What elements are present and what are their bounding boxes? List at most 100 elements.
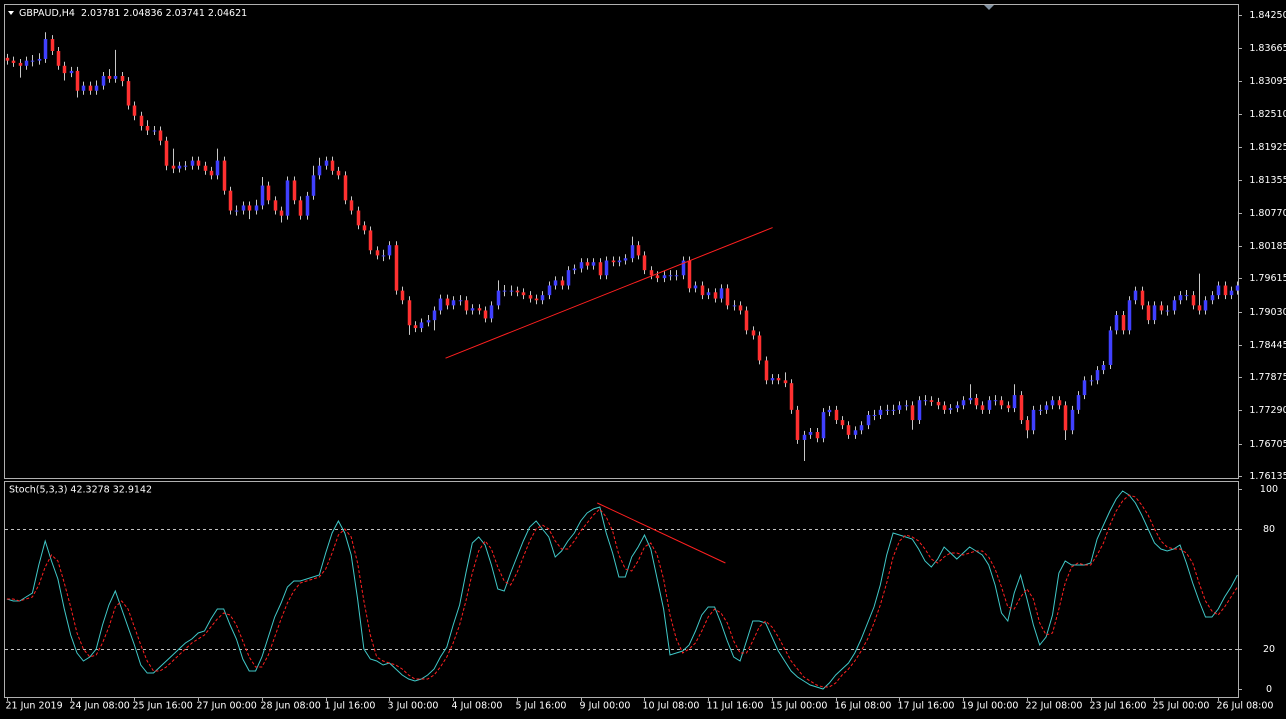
candle-body bbox=[1159, 305, 1164, 311]
candle-body bbox=[668, 275, 673, 277]
stoch-line bbox=[6, 494, 1238, 688]
candle-body bbox=[254, 205, 259, 211]
candle-body bbox=[183, 165, 188, 167]
x-tick-label: 16 Jul 08:00 bbox=[835, 701, 892, 712]
candle-body bbox=[738, 305, 743, 311]
candle-body bbox=[132, 105, 137, 116]
x-tick-label: 17 Jul 16:00 bbox=[898, 701, 955, 712]
candle-body bbox=[368, 230, 373, 251]
candle-body bbox=[719, 288, 724, 299]
x-tick-label: 4 Jul 08:00 bbox=[452, 701, 503, 712]
candle-body bbox=[834, 409, 839, 421]
x-tick-label: 21 Jun 2019 bbox=[6, 701, 63, 712]
candle-body bbox=[1133, 290, 1138, 301]
candle-body bbox=[260, 185, 265, 206]
candle-body bbox=[305, 195, 310, 216]
candle-body bbox=[394, 245, 399, 291]
candle-body bbox=[152, 130, 157, 132]
candle-body bbox=[904, 405, 909, 407]
candle-body bbox=[891, 409, 896, 411]
candle-body bbox=[438, 298, 443, 311]
candle-body bbox=[400, 290, 405, 301]
candle-body bbox=[1076, 395, 1081, 410]
candle-body bbox=[279, 210, 284, 216]
y-tick-label: 1.76135 bbox=[1249, 471, 1286, 482]
candle-body bbox=[744, 310, 749, 331]
candle-body bbox=[164, 140, 169, 166]
stoch-line bbox=[6, 490, 1238, 690]
candle-body bbox=[139, 115, 144, 126]
candle-body bbox=[317, 165, 322, 176]
y-tick-label: 1.78445 bbox=[1249, 340, 1286, 351]
candle-body bbox=[451, 300, 456, 306]
candle-body bbox=[942, 405, 947, 410]
price-panel-frame bbox=[4, 4, 1239, 479]
candle-body bbox=[336, 170, 341, 176]
candle-body bbox=[222, 160, 227, 191]
candle-body bbox=[993, 400, 998, 402]
candle-body bbox=[1095, 370, 1100, 381]
candle-body bbox=[802, 434, 807, 440]
candle-body bbox=[330, 160, 335, 171]
y-tick-label: 1.80185 bbox=[1249, 241, 1286, 252]
candle-body bbox=[381, 255, 386, 257]
candle-body bbox=[866, 414, 871, 426]
symbol-menu-arrow[interactable] bbox=[8, 11, 14, 15]
candle-body bbox=[999, 400, 1004, 406]
candle-body bbox=[636, 245, 641, 256]
candle-body bbox=[56, 50, 61, 66]
y-tick-label: 1.77875 bbox=[1249, 372, 1286, 383]
candle-body bbox=[827, 409, 832, 413]
candle-body bbox=[171, 165, 176, 169]
x-tick-label: 24 Jun 08:00 bbox=[70, 701, 130, 712]
candle-body bbox=[987, 400, 992, 410]
candle-body bbox=[929, 400, 934, 402]
candle-body bbox=[968, 397, 973, 401]
candle-body bbox=[980, 405, 985, 410]
y-tick-label: 0 bbox=[1266, 684, 1272, 695]
candle-body bbox=[579, 262, 584, 269]
candle-body bbox=[375, 250, 380, 256]
candle-body bbox=[145, 125, 150, 131]
candle-body bbox=[107, 75, 112, 79]
candle-body bbox=[751, 330, 756, 336]
candle-body bbox=[298, 200, 303, 216]
candle-body bbox=[69, 70, 74, 74]
candle-body bbox=[113, 75, 118, 79]
candle-body bbox=[62, 65, 67, 74]
candle-body bbox=[853, 430, 858, 435]
candle-body bbox=[37, 58, 42, 61]
y-tick-label: 1.77290 bbox=[1249, 405, 1286, 416]
candle-body bbox=[808, 432, 813, 435]
candle-body bbox=[477, 308, 482, 311]
trend-line bbox=[445, 227, 773, 359]
chart-title: GBPAUD,H4 bbox=[19, 8, 75, 19]
candle-body bbox=[1057, 400, 1062, 406]
candle-body bbox=[190, 160, 195, 166]
candle-body bbox=[948, 408, 953, 410]
y-tick-label: 1.81925 bbox=[1249, 142, 1286, 153]
candle-body bbox=[955, 405, 960, 409]
candle-body bbox=[674, 275, 679, 277]
candle-body bbox=[783, 380, 788, 384]
x-tick-label: 25 Jun 16:00 bbox=[133, 701, 193, 712]
candle-body bbox=[540, 295, 545, 301]
candle-body bbox=[177, 165, 182, 169]
candle-body bbox=[1178, 295, 1183, 301]
candle-body bbox=[311, 175, 316, 196]
candle-body bbox=[776, 378, 781, 381]
candle-body bbox=[50, 39, 55, 51]
candle-body bbox=[273, 200, 278, 211]
candle-body bbox=[1235, 285, 1240, 291]
candle-body bbox=[1121, 315, 1126, 331]
candle-body bbox=[566, 270, 571, 286]
candle-body bbox=[521, 292, 526, 296]
candle-body bbox=[757, 335, 762, 361]
candle-body bbox=[1203, 300, 1208, 311]
candle-body bbox=[1012, 395, 1017, 409]
candle-body bbox=[693, 285, 698, 289]
x-tick-label: 28 Jun 08:00 bbox=[261, 701, 321, 712]
candle-body bbox=[94, 85, 99, 91]
